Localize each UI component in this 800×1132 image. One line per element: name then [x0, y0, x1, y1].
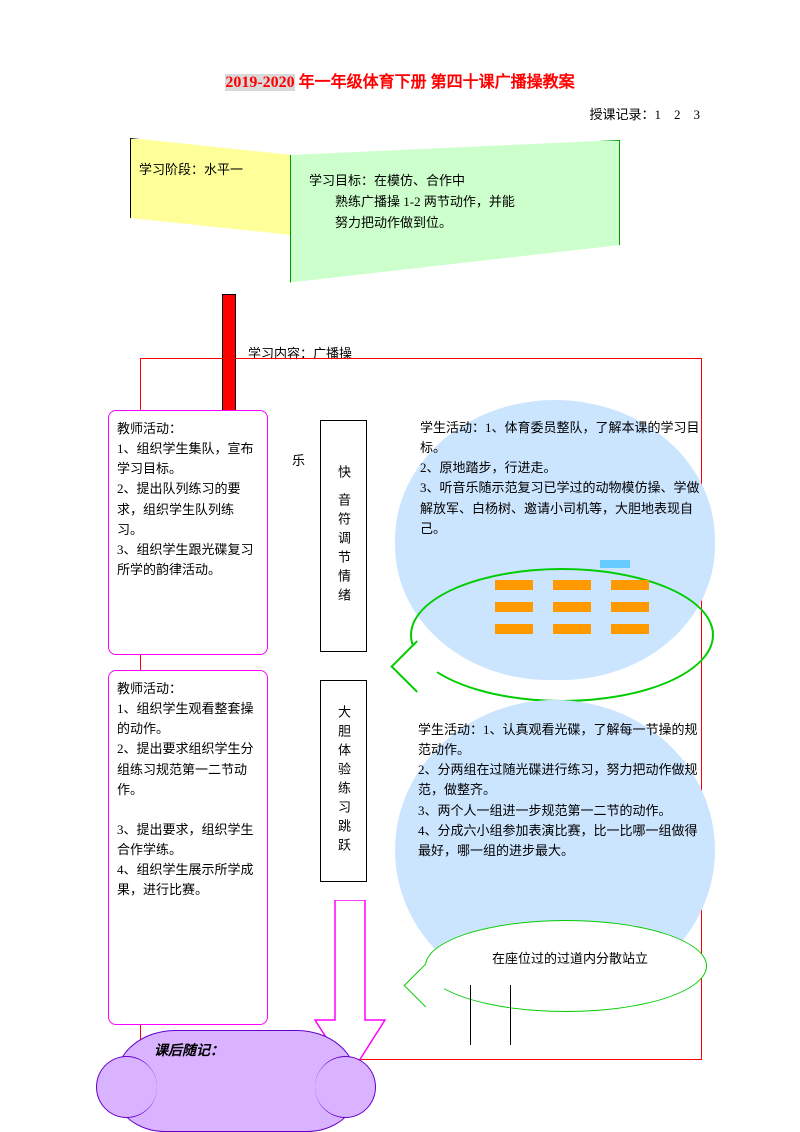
formation-cell	[611, 580, 649, 590]
formation-cell	[495, 602, 533, 612]
formation-cell	[553, 580, 591, 590]
formation-cell	[611, 624, 649, 634]
student2-text: 学生活动：1、认真观看光碟，了解每一节操的规范动作。 2、分两组在过随光碟进行练…	[418, 720, 703, 861]
postscript-label: 课后随记：	[154, 1040, 224, 1060]
teacher2-text: 教师活动： 1、组织学生观看整套操的动作。 2、提出要求组织学生分组练习规范第一…	[117, 681, 254, 897]
postscript-cloud	[115, 1030, 357, 1132]
subtitle: 授课记录：1 2 3	[0, 104, 700, 123]
formation-cell	[611, 602, 649, 612]
le-label: 乐	[292, 450, 305, 469]
vline-1	[470, 985, 472, 1045]
formation-cell	[553, 624, 591, 634]
title-year: 2019-2020	[225, 74, 294, 91]
title-text: 年一年级体育下册 第四十课广播操教案	[295, 74, 575, 91]
position-text: 在座位过的过道内分散站立	[460, 948, 680, 967]
teacher1-text: 教师活动： 1、组织学生集队，宣布学习目标。 2、提出队列练习的要求，组织学生队…	[117, 421, 254, 577]
teacher-activity-1: 教师活动： 1、组织学生集队，宣布学习目标。 2、提出队列练习的要求，组织学生队…	[108, 410, 268, 655]
vline-2	[510, 985, 512, 1045]
goal-text: 学习目标：在模仿、合作中 熟练广播操 1-2 两节动作，并能 努力把动作做到位。	[309, 173, 515, 230]
center-column-2: 大胆体验练习跳跃	[320, 680, 367, 882]
formation-cell	[495, 624, 533, 634]
stage-label: 学习阶段：水平一	[139, 162, 243, 177]
goal-flag: 学习目标：在模仿、合作中 熟练广播操 1-2 两节动作，并能 努力把动作做到位。	[290, 140, 620, 290]
page-title: 2019-2020 年一年级体育下册 第四十课广播操教案	[0, 68, 800, 92]
formation-cell	[495, 580, 533, 590]
student1-text: 学生活动：1、体育委员整队，了解本课的学习目标。 2、原地踏步，行进走。 3、听…	[420, 418, 700, 539]
center-column-1: 快 音符调节情绪	[320, 420, 367, 652]
teacher-activity-2: 教师活动： 1、组织学生观看整套操的动作。 2、提出要求组织学生分组练习规范第一…	[108, 670, 268, 1025]
formation-cell	[553, 602, 591, 612]
formation-grid	[495, 580, 649, 634]
cyan-marker	[600, 560, 630, 568]
